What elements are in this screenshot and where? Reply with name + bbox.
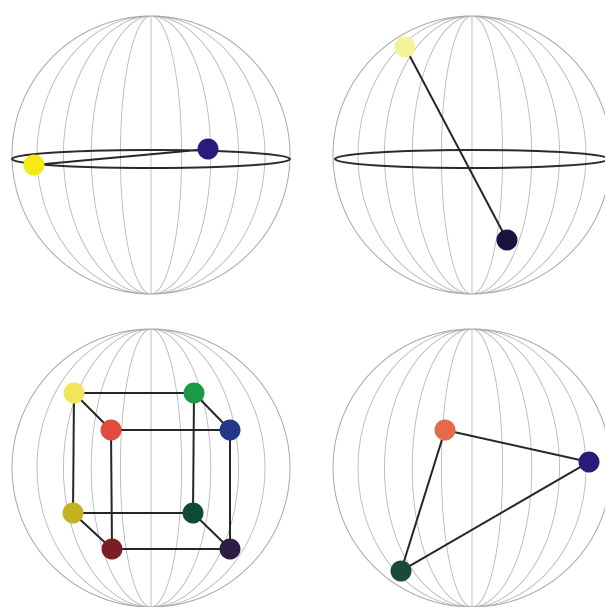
- indigo-point: [578, 451, 600, 473]
- dark-navy-point: [496, 229, 518, 251]
- connection-edge: [192, 392, 195, 514]
- green-point: [183, 382, 205, 404]
- state-points: [62, 382, 241, 560]
- connection-edge: [110, 429, 113, 550]
- connection-edge: [404, 46, 508, 241]
- orange-point: [434, 419, 456, 441]
- connection-edges: [404, 46, 508, 241]
- meridian-lines: [332, 15, 605, 295]
- dark-red-point: [101, 538, 123, 560]
- equator-ellipse: [334, 149, 605, 169]
- sphere-panel-bottom-left: [11, 328, 291, 607]
- connection-edge: [72, 392, 75, 514]
- pale-yellow-point: [394, 36, 416, 58]
- yellow-point: [63, 382, 85, 404]
- connection-edge: [400, 429, 446, 572]
- connection-edges: [33, 148, 209, 166]
- connection-edges: [400, 429, 590, 572]
- state-points: [394, 36, 518, 251]
- sphere-outline: [332, 328, 605, 607]
- dark-purple-point: [219, 538, 241, 560]
- connection-edge: [444, 429, 590, 463]
- connection-edge: [33, 148, 209, 166]
- meridian-lines: [332, 328, 605, 607]
- equator-ellipse: [11, 149, 291, 169]
- red-orange-point: [100, 419, 122, 441]
- dark-green-point: [390, 560, 412, 582]
- sphere-panel-top-right: [332, 15, 605, 295]
- blue-point: [219, 419, 241, 441]
- meridian-lines: [11, 328, 291, 607]
- yellow-point: [23, 154, 45, 176]
- dark-green-point: [182, 502, 204, 524]
- sphere-panel-bottom-right: [332, 328, 605, 607]
- sphere-panel-top-left: [11, 15, 291, 295]
- state-points: [390, 419, 600, 582]
- olive-point: [62, 502, 84, 524]
- indigo-point: [197, 138, 219, 160]
- state-points: [23, 138, 219, 176]
- sphere-outline: [332, 15, 605, 295]
- connection-edge: [400, 461, 590, 572]
